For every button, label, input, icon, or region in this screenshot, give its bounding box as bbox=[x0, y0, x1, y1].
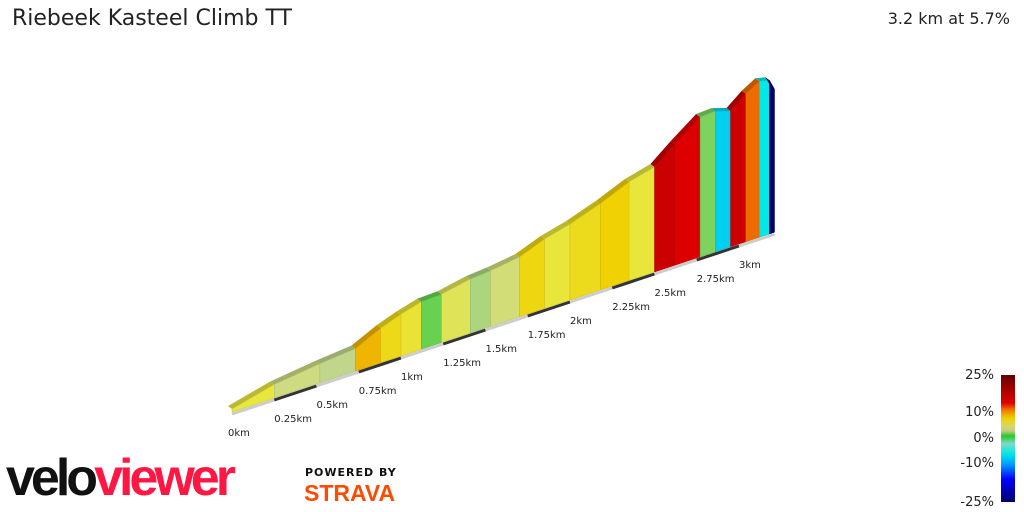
x-tick-label: 1.75km bbox=[528, 330, 566, 341]
profile-top-surface bbox=[315, 345, 356, 364]
distance-axis-segment bbox=[231, 398, 275, 416]
profile-segment bbox=[769, 79, 775, 235]
veloviewer-logo: veloviewer bbox=[6, 449, 236, 507]
profile-top-surface bbox=[437, 276, 471, 295]
distance-axis-segment bbox=[273, 384, 317, 402]
profile-top-surface bbox=[397, 298, 422, 315]
profile-top-surface bbox=[696, 108, 716, 117]
profile-segment bbox=[628, 166, 655, 281]
profile-segment bbox=[759, 79, 770, 238]
x-tick-label: 1km bbox=[401, 372, 423, 383]
profile-segment bbox=[745, 80, 760, 243]
x-tick-label: 0km bbox=[228, 428, 250, 439]
x-tick-label: 0.5km bbox=[317, 400, 348, 411]
profile-top-surface bbox=[596, 178, 630, 204]
profile-top-surface bbox=[711, 107, 731, 112]
distance-axis-segment bbox=[527, 300, 571, 318]
profile-top-surface bbox=[540, 221, 570, 239]
profile-segment bbox=[730, 93, 747, 248]
distance-axis-segment bbox=[316, 370, 360, 388]
scale-label-neg25: -25% bbox=[960, 495, 994, 510]
x-tick-label: 0.25km bbox=[274, 414, 312, 425]
profile-top-surface bbox=[566, 200, 601, 225]
profile-top-surface bbox=[417, 291, 442, 302]
distance-axis-segment bbox=[654, 258, 698, 276]
profile-top-surface bbox=[228, 381, 275, 409]
profile-top-surface bbox=[270, 360, 320, 385]
profile-segment bbox=[715, 110, 731, 253]
strava-logo: STRAVA bbox=[304, 480, 396, 506]
profile-top-surface bbox=[741, 78, 760, 94]
segment-title: Riebeek Kasteel Climb TT bbox=[12, 6, 292, 31]
x-tick-label: 2.25km bbox=[612, 302, 650, 313]
profile-segment bbox=[699, 110, 716, 258]
x-tick-label: 3km bbox=[739, 260, 761, 271]
profile-top-surface bbox=[726, 90, 746, 111]
scale-label-0: 0% bbox=[973, 431, 994, 446]
scale-label-25: 25% bbox=[965, 368, 994, 383]
distance-axis-segment bbox=[485, 314, 529, 332]
x-tick-label: 1.25km bbox=[443, 358, 481, 369]
profile-top-surface bbox=[351, 325, 381, 349]
profile-segment bbox=[654, 143, 676, 273]
distance-axis-segment bbox=[696, 244, 740, 262]
profile-top-surface bbox=[755, 77, 770, 82]
x-tick-label: 0.75km bbox=[359, 386, 397, 397]
distance-axis-segment bbox=[442, 328, 486, 346]
profile-top-surface bbox=[376, 311, 401, 329]
segment-summary: 3.2 km at 5.7% bbox=[887, 9, 1010, 28]
scale-label-10: 10% bbox=[965, 405, 994, 420]
x-tick-label: 2.5km bbox=[655, 288, 686, 299]
profile-top-surface bbox=[515, 235, 545, 258]
profile-top-surface bbox=[670, 113, 701, 145]
x-tick-label: 2.75km bbox=[697, 274, 735, 285]
profile-top-surface bbox=[486, 254, 520, 271]
powered-by-label: POWERED BY bbox=[305, 466, 397, 479]
gradient-color-scale bbox=[1001, 375, 1015, 502]
distance-axis-segment bbox=[738, 232, 775, 248]
distance-axis-segment bbox=[400, 342, 444, 360]
profile-top-surface bbox=[625, 163, 655, 182]
x-tick-label: 2km bbox=[570, 316, 592, 327]
distance-axis-segment bbox=[358, 356, 402, 374]
profile-segment bbox=[421, 293, 442, 350]
profile-top-surface bbox=[466, 267, 491, 280]
profile-top-surface bbox=[650, 141, 675, 167]
distance-axis-segment bbox=[611, 272, 655, 290]
scale-label-neg10: -10% bbox=[960, 456, 994, 471]
distance-axis-segment bbox=[569, 286, 613, 304]
profile-segment bbox=[470, 270, 491, 334]
profile-segment bbox=[544, 223, 571, 309]
x-tick-label: 1.5km bbox=[486, 344, 517, 355]
